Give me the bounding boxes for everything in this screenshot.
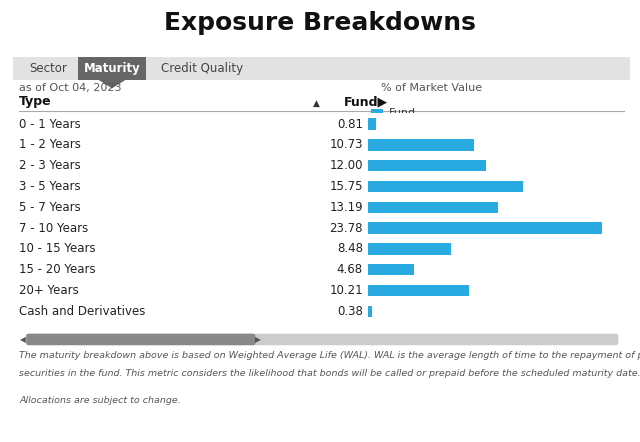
- Bar: [368, 305, 372, 317]
- Text: as of Oct 04, 2023: as of Oct 04, 2023: [19, 83, 122, 93]
- Bar: [368, 118, 376, 130]
- Text: 23.78: 23.78: [330, 221, 363, 235]
- Text: 0.81: 0.81: [337, 118, 363, 131]
- Text: Sector: Sector: [29, 62, 67, 75]
- Text: ▶: ▶: [255, 335, 261, 344]
- Text: Fund: Fund: [389, 108, 416, 118]
- Text: 10.21: 10.21: [329, 284, 363, 297]
- Text: % of Market Value: % of Market Value: [381, 83, 482, 93]
- Bar: [368, 222, 602, 234]
- Bar: [368, 243, 451, 255]
- Text: ▲: ▲: [314, 99, 320, 108]
- Bar: [368, 160, 486, 171]
- Bar: [368, 202, 498, 213]
- Text: 10 - 15 Years: 10 - 15 Years: [19, 242, 96, 255]
- Text: 4.68: 4.68: [337, 263, 363, 276]
- Text: ◀: ◀: [20, 335, 26, 344]
- Text: 3 - 5 Years: 3 - 5 Years: [19, 180, 81, 193]
- Text: The maturity breakdown above is based on Weighted Average Life (WAL). WAL is the: The maturity breakdown above is based on…: [19, 351, 640, 360]
- Text: Fund▶: Fund▶: [344, 95, 388, 108]
- Bar: [371, 109, 383, 117]
- Text: 1 - 2 Years: 1 - 2 Years: [19, 138, 81, 152]
- Text: 0 - 1 Years: 0 - 1 Years: [19, 118, 81, 131]
- Text: 15 - 20 Years: 15 - 20 Years: [19, 263, 96, 276]
- Bar: [368, 264, 414, 275]
- Text: Cash and Derivatives: Cash and Derivatives: [19, 305, 145, 318]
- Text: Credit Quality: Credit Quality: [161, 62, 243, 75]
- Text: 12.00: 12.00: [330, 159, 363, 172]
- Text: 13.19: 13.19: [329, 201, 363, 214]
- Bar: [368, 139, 474, 151]
- Text: Maturity: Maturity: [84, 62, 140, 75]
- FancyBboxPatch shape: [26, 334, 255, 345]
- Text: Allocations are subject to change.: Allocations are subject to change.: [19, 396, 181, 404]
- Text: securities in the fund. This metric considers the likelihood that bonds will be : securities in the fund. This metric cons…: [19, 369, 640, 378]
- Text: 0.38: 0.38: [337, 305, 363, 318]
- Text: 2 - 3 Years: 2 - 3 Years: [19, 159, 81, 172]
- Bar: [368, 181, 523, 192]
- FancyBboxPatch shape: [26, 334, 618, 345]
- Bar: [79, 57, 146, 80]
- Text: Type: Type: [19, 95, 52, 108]
- Text: 15.75: 15.75: [330, 180, 363, 193]
- Bar: [13, 57, 630, 80]
- Bar: [368, 285, 468, 296]
- Text: 7 - 10 Years: 7 - 10 Years: [19, 221, 88, 235]
- Text: 8.48: 8.48: [337, 242, 363, 255]
- Polygon shape: [99, 80, 125, 88]
- Text: Exposure Breakdowns: Exposure Breakdowns: [164, 11, 476, 35]
- Text: 10.73: 10.73: [330, 138, 363, 152]
- Text: 5 - 7 Years: 5 - 7 Years: [19, 201, 81, 214]
- Text: 20+ Years: 20+ Years: [19, 284, 79, 297]
